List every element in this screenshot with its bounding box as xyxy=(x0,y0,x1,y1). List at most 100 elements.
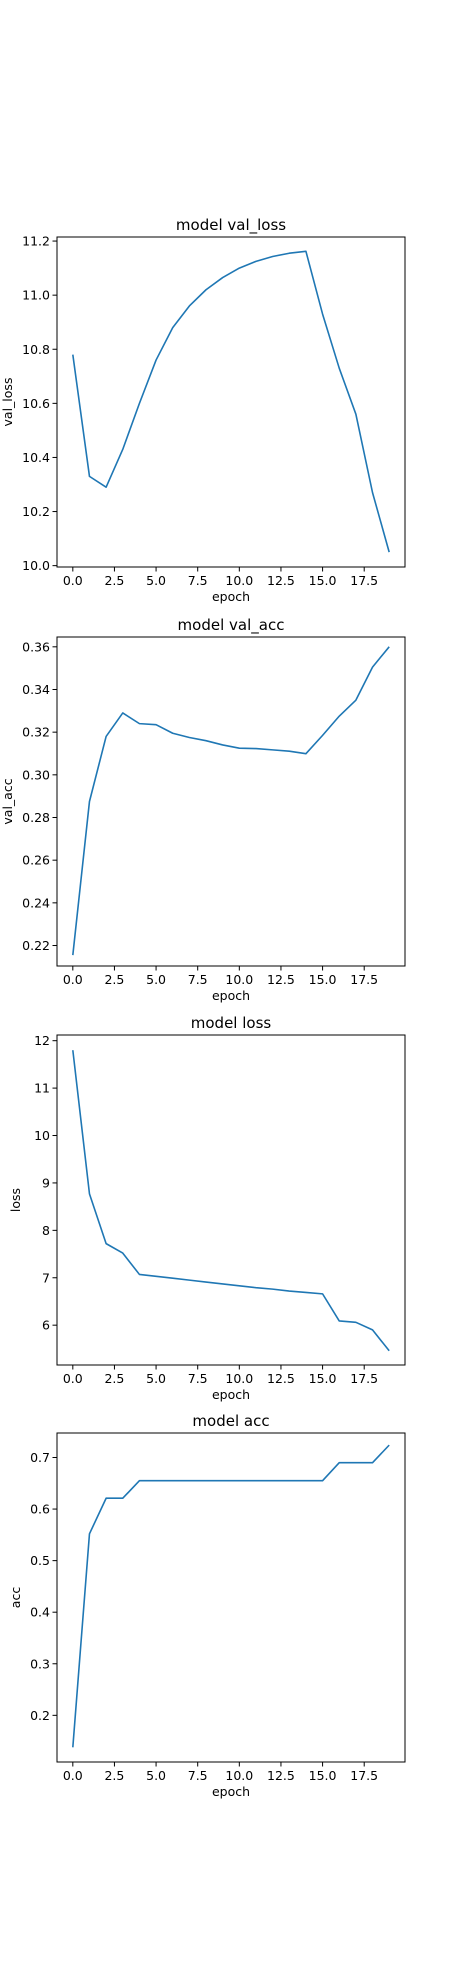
data-point xyxy=(288,750,290,752)
data-point xyxy=(72,1747,74,1749)
data-point xyxy=(322,735,324,737)
data-point xyxy=(155,1480,157,1482)
data-point xyxy=(172,327,174,329)
data-point xyxy=(122,712,124,714)
series-line xyxy=(72,646,390,956)
data-point xyxy=(239,747,241,749)
data-point xyxy=(89,1533,91,1535)
data-point xyxy=(338,715,340,717)
data-point xyxy=(89,801,91,803)
x-tick-label: 2.5 xyxy=(104,1371,124,1386)
y-tick-label: 0.24 xyxy=(22,895,50,910)
x-tick-label: 15.0 xyxy=(309,1371,337,1386)
y-tick-label: 11.0 xyxy=(22,288,50,303)
data-point xyxy=(222,1480,224,1482)
data-point xyxy=(239,267,241,269)
data-point xyxy=(255,1480,257,1482)
data-point xyxy=(338,1320,340,1322)
data-point xyxy=(305,1480,307,1482)
x-tick-label: 0.0 xyxy=(63,972,83,987)
x-tick-label: 12.5 xyxy=(267,1768,295,1783)
y-tick-label: 6 xyxy=(42,1318,50,1333)
data-point xyxy=(288,252,290,254)
axes-frame xyxy=(56,1034,406,1366)
x-axis-label: epoch xyxy=(212,1387,250,1402)
y-tick-label: 10.8 xyxy=(22,342,50,357)
data-point xyxy=(105,1497,107,1499)
data-point xyxy=(172,732,174,734)
data-point xyxy=(338,1462,340,1464)
x-tick-label: 10.0 xyxy=(225,972,253,987)
chart-panel-4: 0.0 2.5 5.0 7.5 10.0 12.5 15.0 17.5 0.2 0.3 0.4 0.5… xyxy=(8,1412,406,1799)
data-point xyxy=(222,277,224,279)
y-tick-label: 8 xyxy=(42,1223,50,1238)
data-point xyxy=(205,740,207,742)
x-axis-label: epoch xyxy=(212,988,250,1003)
data-point xyxy=(239,1480,241,1482)
chart-panel-2: 0.0 2.5 5.0 7.5 10.0 12.5 15.0 17.5 0.22 0.24 0.26… xyxy=(0,616,406,1003)
y-tick-label: 0.7 xyxy=(30,1450,50,1465)
x-tick-label: 5.0 xyxy=(146,1768,166,1783)
y-tick-label: 0.6 xyxy=(30,1502,50,1517)
series-line xyxy=(72,250,390,553)
chart-title: model acc xyxy=(192,1412,269,1430)
y-tick-label: 0.3 xyxy=(30,1656,50,1671)
y-tick-label: 0.30 xyxy=(22,767,50,782)
data-point xyxy=(255,748,257,750)
x-axis-label: epoch xyxy=(212,1784,250,1799)
x-tick-label: 17.5 xyxy=(350,972,378,987)
axes-frame xyxy=(56,636,406,967)
data-point xyxy=(255,1287,257,1289)
data-point xyxy=(288,1290,290,1292)
data-point xyxy=(388,646,390,648)
data-point xyxy=(105,486,107,488)
data-point xyxy=(189,1279,191,1281)
x-tick-label: 5.0 xyxy=(146,972,166,987)
y-tick-label: 10.2 xyxy=(22,504,50,519)
data-point xyxy=(372,1462,374,1464)
y-axis-label: val_acc xyxy=(0,778,15,824)
x-tick-label: 5.0 xyxy=(146,573,166,588)
y-tick-label: 0.22 xyxy=(22,938,50,953)
data-point xyxy=(305,251,307,253)
chart-title: model val_loss xyxy=(176,216,286,235)
x-tick-label: 7.5 xyxy=(188,972,208,987)
data-point xyxy=(139,403,141,405)
x-tick-label: 5.0 xyxy=(146,1371,166,1386)
data-point xyxy=(272,256,274,258)
x-tick-label: 15.0 xyxy=(309,972,337,987)
data-point xyxy=(222,1283,224,1285)
x-tick-label: 7.5 xyxy=(188,1768,208,1783)
chart-panel-3: 0.0 2.5 5.0 7.5 10.0 12.5 15.0 17.5 6 7 8 9 10 11 12 mo… xyxy=(8,1014,406,1402)
y-tick-label: 0.34 xyxy=(22,682,50,697)
data-point xyxy=(155,724,157,726)
y-tick-label: 12 xyxy=(34,1033,50,1048)
y-tick-label: 0.2 xyxy=(30,1708,50,1723)
x-tick-label: 0.0 xyxy=(63,573,83,588)
x-tick-label: 17.5 xyxy=(350,1768,378,1783)
data-point xyxy=(189,1480,191,1482)
axes-frame xyxy=(56,1432,406,1763)
data-point xyxy=(155,1276,157,1278)
data-point xyxy=(372,1329,374,1331)
data-point xyxy=(272,1480,274,1482)
data-point xyxy=(322,313,324,315)
y-tick-label: 0.5 xyxy=(30,1553,50,1568)
y-tick-label: 10 xyxy=(34,1128,50,1143)
data-point xyxy=(122,1497,124,1499)
data-point xyxy=(222,744,224,746)
data-point xyxy=(355,1462,357,1464)
data-point xyxy=(89,476,91,478)
data-point xyxy=(388,1350,390,1352)
y-tick-label: 11 xyxy=(34,1081,50,1096)
data-point xyxy=(355,1322,357,1324)
data-point xyxy=(239,1285,241,1287)
data-point xyxy=(388,551,390,553)
data-point xyxy=(305,1292,307,1294)
y-tick-label: 9 xyxy=(42,1175,50,1190)
chart-panel-1: 0.0 2.5 5.0 7.5 10.0 12.5 15.0 17.5 10.0 10.2 10.4… xyxy=(0,216,406,604)
series-line xyxy=(72,1444,390,1748)
data-point xyxy=(355,413,357,415)
data-point xyxy=(272,1288,274,1290)
